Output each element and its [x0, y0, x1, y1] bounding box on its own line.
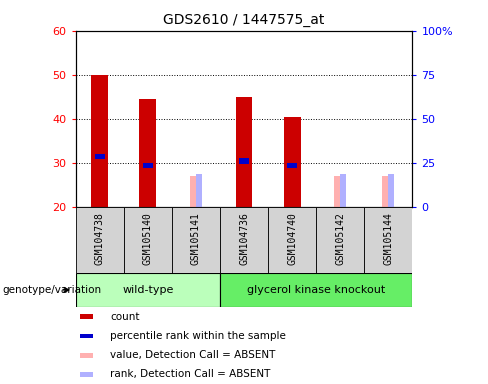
Text: percentile rank within the sample: percentile rank within the sample	[110, 331, 286, 341]
Bar	[284, 117, 301, 207]
Bar	[220, 207, 268, 273]
Bar	[91, 75, 108, 207]
Bar	[220, 273, 412, 307]
Text: genotype/variation: genotype/variation	[2, 285, 102, 295]
Bar	[76, 273, 220, 307]
Text: GDS2610 / 1447575_at: GDS2610 / 1447575_at	[163, 13, 325, 27]
Text: GSM105140: GSM105140	[143, 212, 153, 265]
Text: wild-type: wild-type	[122, 285, 173, 295]
Bar	[80, 334, 93, 338]
Text: GSM104740: GSM104740	[287, 212, 297, 265]
Bar	[268, 207, 316, 273]
Bar	[124, 207, 172, 273]
Text: rank, Detection Call = ABSENT: rank, Detection Call = ABSENT	[110, 369, 271, 379]
Bar	[80, 314, 93, 319]
Bar	[190, 177, 198, 207]
Text: GSM105142: GSM105142	[335, 212, 345, 265]
Bar	[334, 177, 343, 207]
Text: GSM105144: GSM105144	[383, 212, 393, 265]
Bar	[287, 163, 297, 168]
Bar	[140, 99, 156, 207]
Bar	[76, 207, 124, 273]
Bar	[80, 372, 93, 377]
Bar	[364, 207, 412, 273]
Bar	[172, 207, 220, 273]
Bar	[236, 97, 252, 207]
Text: count: count	[110, 312, 140, 322]
Bar	[95, 154, 104, 159]
Text: value, Detection Call = ABSENT: value, Detection Call = ABSENT	[110, 350, 276, 360]
Bar	[340, 174, 346, 207]
Bar	[388, 174, 394, 207]
Bar	[80, 353, 93, 358]
Bar	[382, 177, 391, 207]
Bar	[316, 207, 364, 273]
Text: GSM104736: GSM104736	[239, 212, 249, 265]
Text: GSM104738: GSM104738	[95, 212, 105, 265]
Text: glycerol kinase knockout: glycerol kinase knockout	[247, 285, 386, 295]
Bar	[239, 158, 249, 164]
Bar	[196, 174, 202, 207]
Bar	[143, 163, 153, 168]
Text: GSM105141: GSM105141	[191, 212, 201, 265]
